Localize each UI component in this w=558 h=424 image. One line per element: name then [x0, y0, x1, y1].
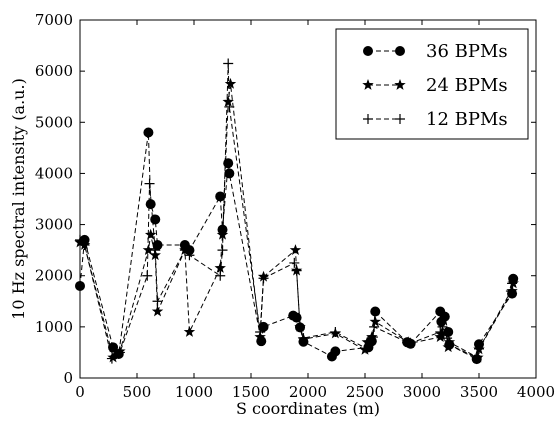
legend-item-24-bpms: 24 BPMs: [362, 75, 508, 96]
x-tick-label: 2000: [289, 383, 327, 401]
legend-items: 36 BPMs 24 BPMs 12 BPMs: [362, 41, 508, 130]
data-point-12-bpms: [435, 326, 446, 337]
y-tick-label: 2000: [35, 267, 73, 285]
x-tick-label: 3500: [460, 383, 498, 401]
data-point-12-bpms: [258, 273, 269, 284]
data-point-24-bpms: [144, 228, 157, 240]
y-tick-label: 6000: [35, 62, 73, 80]
data-point-12-bpms: [437, 321, 448, 332]
x-tick-label: 4000: [517, 383, 555, 401]
data-point-36-bpms: [150, 214, 161, 225]
data-point-24-bpms: [222, 95, 234, 107]
data-point-12-bpms: [184, 250, 195, 261]
data-point-24-bpms: [289, 244, 302, 255]
data-point-12-bpms: [179, 245, 190, 256]
data-point-12-bpms: [405, 338, 416, 349]
data-point-24-bpms: [442, 341, 454, 353]
legend-item-36-bpms: 36 BPMs: [363, 41, 508, 62]
legend-item-12-bpms: 12 BPMs: [363, 109, 508, 130]
data-point-12-bpms: [215, 270, 226, 281]
legend-marker-36-bpms: [395, 46, 405, 56]
data-point-12-bpms: [295, 321, 306, 332]
y-tick-label: 5000: [35, 113, 73, 131]
data-point-12-bpms: [152, 296, 163, 307]
legend-label-24-bpms: 24 BPMs: [426, 75, 508, 96]
data-point-12-bpms: [364, 339, 375, 350]
legend-marker-12-bpms: [395, 114, 405, 124]
data-point-24-bpms: [107, 351, 119, 363]
y-tick-label: 3000: [35, 216, 73, 234]
data-point-12-bpms: [444, 339, 455, 350]
legend-marker-24-bpms: [394, 79, 406, 90]
data-point-12-bpms: [442, 333, 453, 344]
x-tick-label: 1500: [232, 383, 270, 401]
data-point-12-bpms: [471, 352, 482, 363]
plot-frame: [79, 19, 537, 379]
data-point-12-bpms: [291, 265, 302, 276]
x-tick-label: 0: [75, 383, 85, 401]
y-tick-label: 1000: [35, 318, 73, 336]
series-36-bpms: [75, 127, 519, 365]
legend-label-36-bpms: 36 BPMs: [426, 41, 508, 62]
data-point-12-bpms: [144, 178, 155, 189]
legend-marker-12-bpms: [363, 114, 373, 124]
data-point-36-bpms: [145, 199, 156, 210]
data-point-24-bpms: [435, 328, 448, 340]
data-point-12-bpms: [367, 332, 378, 343]
data-point-12-bpms: [224, 101, 235, 112]
data-point-12-bpms: [289, 257, 300, 268]
x-tick-label: 2500: [346, 383, 384, 401]
y-tick-label: 0: [63, 369, 73, 387]
data-point-36-bpms: [443, 326, 454, 337]
y-tick-label: 4000: [35, 164, 73, 182]
data-point-36-bpms: [370, 306, 381, 317]
data-point-24-bpms: [359, 343, 371, 355]
data-point-36-bpms: [439, 311, 450, 322]
y-axis-label: 10 Hz spectral intensity (a.u.): [9, 78, 28, 320]
data-point-12-bpms: [217, 245, 228, 256]
data-point-24-bpms: [214, 262, 226, 273]
data-point-12-bpms: [150, 245, 161, 256]
data-point-12-bpms: [298, 333, 309, 344]
ticks-layer: 0 500 1000 1500 2000 2500 3000 3500 4000 0 1000 200…: [35, 11, 555, 401]
data-point-24-bpms: [183, 325, 196, 337]
legend: 36 BPMs 24 BPMs 12 BPMs: [335, 28, 529, 140]
legend-marker-24-bpms: [362, 79, 374, 90]
data-point-12-bpms: [369, 321, 380, 332]
data-point-12-bpms: [474, 343, 484, 354]
data-point-36-bpms: [143, 127, 154, 138]
series-layer: [74, 58, 519, 365]
data-point-12-bpms: [507, 278, 518, 289]
y-tick-label: 7000: [35, 11, 73, 29]
data-point-24-bpms: [224, 77, 237, 89]
data-point-12-bpms: [223, 58, 234, 69]
x-tick-label: 3000: [403, 383, 441, 401]
data-point-12-bpms: [106, 353, 117, 364]
x-tick-label: 500: [123, 383, 152, 401]
data-point-24-bpms: [361, 336, 373, 348]
data-point-36-bpms: [330, 346, 341, 357]
data-point-24-bpms: [151, 305, 164, 317]
x-axis-label: S coordinates (m): [236, 399, 380, 418]
legend-label-12-bpms: 12 BPMs: [426, 109, 508, 130]
legend-marker-36-bpms: [363, 46, 373, 56]
data-point-24-bpms: [369, 315, 381, 327]
data-point-36-bpms: [224, 168, 235, 179]
x-tick-label: 1000: [175, 383, 213, 401]
data-point-12-bpms: [255, 326, 266, 337]
data-point-12-bpms: [79, 240, 90, 251]
data-point-36-bpms: [215, 191, 226, 202]
data-point-12-bpms: [505, 286, 516, 297]
data-point-12-bpms: [142, 270, 153, 281]
data-point-12-bpms: [330, 326, 341, 337]
data-point-12-bpms: [114, 347, 125, 358]
